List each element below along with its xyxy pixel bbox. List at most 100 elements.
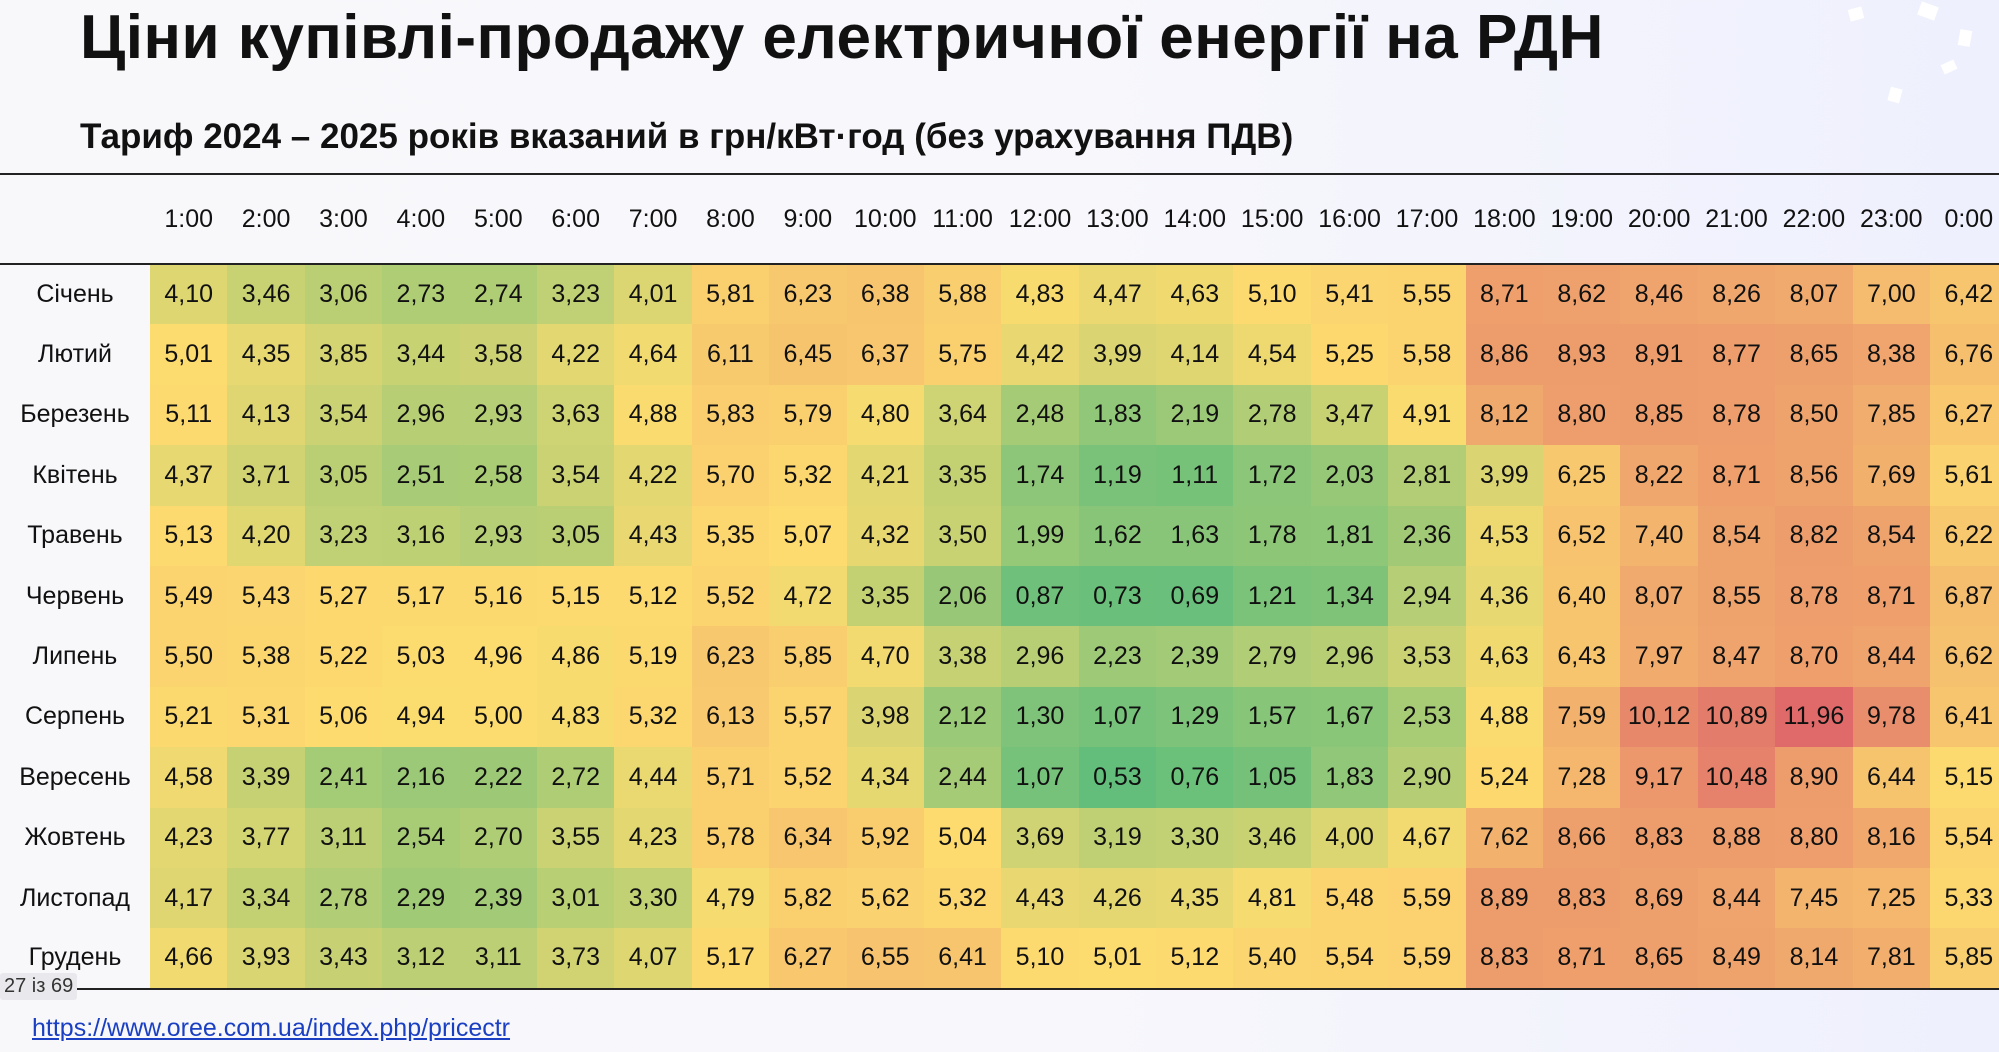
- price-cell: 6,23: [769, 264, 847, 325]
- price-cell: 6,45: [769, 324, 847, 385]
- price-cell: 3,50: [923, 505, 1002, 566]
- price-cell: 4,32: [846, 505, 924, 566]
- price-cell: 8,80: [1775, 807, 1853, 868]
- slide-title: Ціни купівлі-продажу електричної енергії…: [80, 3, 1604, 72]
- price-cell: 4,88: [1465, 686, 1544, 748]
- price-cell: 8,26: [1697, 264, 1776, 325]
- price-cell: 2,96: [1001, 626, 1079, 687]
- price-cell: 5,85: [1930, 928, 1999, 990]
- price-cell: 6,23: [691, 626, 770, 687]
- price-cell: 7,40: [1620, 505, 1698, 566]
- price-cell: 6,41: [923, 928, 1002, 990]
- price-cell: 4,88: [614, 384, 692, 446]
- price-cell: 5,57: [769, 686, 847, 748]
- price-cell: 10,48: [1697, 747, 1776, 808]
- price-cell: 3,05: [304, 445, 383, 506]
- price-cell: 1,62: [1078, 505, 1157, 566]
- price-cell: 2,23: [1078, 626, 1157, 687]
- price-cell: 6,11: [691, 324, 770, 385]
- price-cell: 8,62: [1543, 264, 1621, 325]
- price-cell: 2,81: [1388, 445, 1466, 506]
- month-label: Вересень: [19, 762, 131, 791]
- price-cell: 5,19: [614, 626, 692, 687]
- price-cell: 8,86: [1465, 324, 1544, 385]
- price-cell: 3,54: [536, 445, 615, 506]
- price-cell: 2,41: [304, 747, 383, 808]
- price-cell: 2,96: [382, 384, 460, 446]
- price-cell: 7,45: [1775, 867, 1853, 929]
- price-cell: 3,54: [304, 384, 383, 446]
- month-label: Березень: [20, 400, 130, 429]
- price-cell: 8,54: [1697, 505, 1776, 566]
- price-cell: 3,23: [536, 264, 615, 325]
- price-cell: 8,90: [1775, 747, 1853, 808]
- price-cell: 8,88: [1697, 807, 1776, 868]
- price-cell: 4,70: [846, 626, 924, 687]
- price-cell: 8,83: [1620, 807, 1698, 868]
- decorative-confetti: [1847, 1, 1973, 104]
- price-cell: 4,47: [1078, 264, 1157, 325]
- hour-header: 2:00: [227, 173, 305, 265]
- price-cell: 0,76: [1156, 747, 1234, 808]
- price-cell: 5,82: [769, 867, 847, 929]
- price-cell: 2,48: [1001, 384, 1079, 446]
- price-cell: 4,66: [150, 928, 228, 990]
- price-cell: 4,13: [227, 384, 305, 446]
- price-cell: 4,94: [382, 686, 460, 748]
- price-cell: 2,73: [382, 264, 460, 325]
- price-cell: 5,04: [923, 807, 1002, 868]
- price-cell: 7,59: [1543, 686, 1621, 748]
- price-cell: 3,71: [227, 445, 305, 506]
- price-cell: 4,44: [614, 747, 692, 808]
- price-cell: 5,15: [1930, 747, 1999, 808]
- price-cell: 5,48: [1310, 867, 1389, 929]
- price-cell: 2,44: [923, 747, 1002, 808]
- price-cell: 6,44: [1852, 747, 1930, 808]
- price-cell: 2,39: [1156, 626, 1234, 687]
- price-cell: 5,71: [691, 747, 770, 808]
- price-cell: 2,74: [459, 264, 537, 325]
- price-cell: 2,51: [382, 445, 460, 506]
- price-cell: 3,39: [227, 747, 305, 808]
- price-cell: 7,97: [1620, 626, 1698, 687]
- price-cell: 4,81: [1233, 867, 1311, 929]
- month-row: Вересень 4,58 3,39 2,41 2,16 2,22 2,72 4,44 5,71…: [0, 747, 1999, 808]
- slide-subtitle: Тариф 2024 – 2025 років вказаний в грн/к…: [80, 117, 1294, 156]
- price-cell: 3,64: [923, 384, 1002, 446]
- price-cell: 8,49: [1697, 928, 1776, 990]
- price-cell: 2,93: [459, 505, 537, 566]
- price-cell: 5,88: [923, 264, 1002, 325]
- price-cell: 5,52: [769, 747, 847, 808]
- price-cell: 8,71: [1465, 264, 1544, 325]
- price-cell: 3,06: [304, 264, 383, 325]
- price-cell: 4,80: [846, 384, 924, 446]
- price-cell: 4,37: [150, 445, 228, 506]
- price-heatmap-table: 1:00 2:00 3:00 4:00 5:00 6:00 7:00 8:00 9:00 10:0…: [0, 173, 1999, 990]
- price-cell: 8,07: [1775, 264, 1853, 325]
- price-cell: 2,78: [1233, 384, 1311, 446]
- price-cell: 4,23: [614, 807, 692, 868]
- price-cell: 3,53: [1388, 626, 1466, 687]
- price-cell: 5,33: [1930, 867, 1999, 929]
- source-link[interactable]: https://www.oree.com.ua/index.php/pricec…: [32, 1014, 511, 1042]
- month-label: Червень: [25, 581, 125, 610]
- price-cell: 3,16: [382, 505, 460, 566]
- price-cell: 4,35: [227, 324, 305, 385]
- price-cell: 5,70: [691, 445, 770, 506]
- price-cell: 5,06: [304, 686, 383, 748]
- month-label: Січень: [36, 280, 114, 309]
- price-cell: 4,00: [1310, 807, 1389, 868]
- month-label: Жовтень: [24, 823, 126, 852]
- price-cell: 5,17: [691, 928, 770, 990]
- price-cell: 4,43: [1001, 867, 1079, 929]
- price-cell: 4,36: [1465, 565, 1544, 627]
- price-cell: 1,34: [1310, 565, 1389, 627]
- price-cell: 8,55: [1697, 565, 1776, 627]
- hour-header: 17:00: [1388, 173, 1466, 265]
- price-cell: 6,42: [1930, 264, 1999, 325]
- price-cell: 4,91: [1388, 384, 1466, 446]
- month-row: Листопад 4,17 3,34 2,78 2,29 2,39 3,01 3,30 4,79…: [0, 867, 1999, 929]
- price-cell: 8,44: [1697, 867, 1776, 929]
- price-cell: 1,74: [1001, 445, 1079, 506]
- price-cell: 8,80: [1543, 384, 1621, 446]
